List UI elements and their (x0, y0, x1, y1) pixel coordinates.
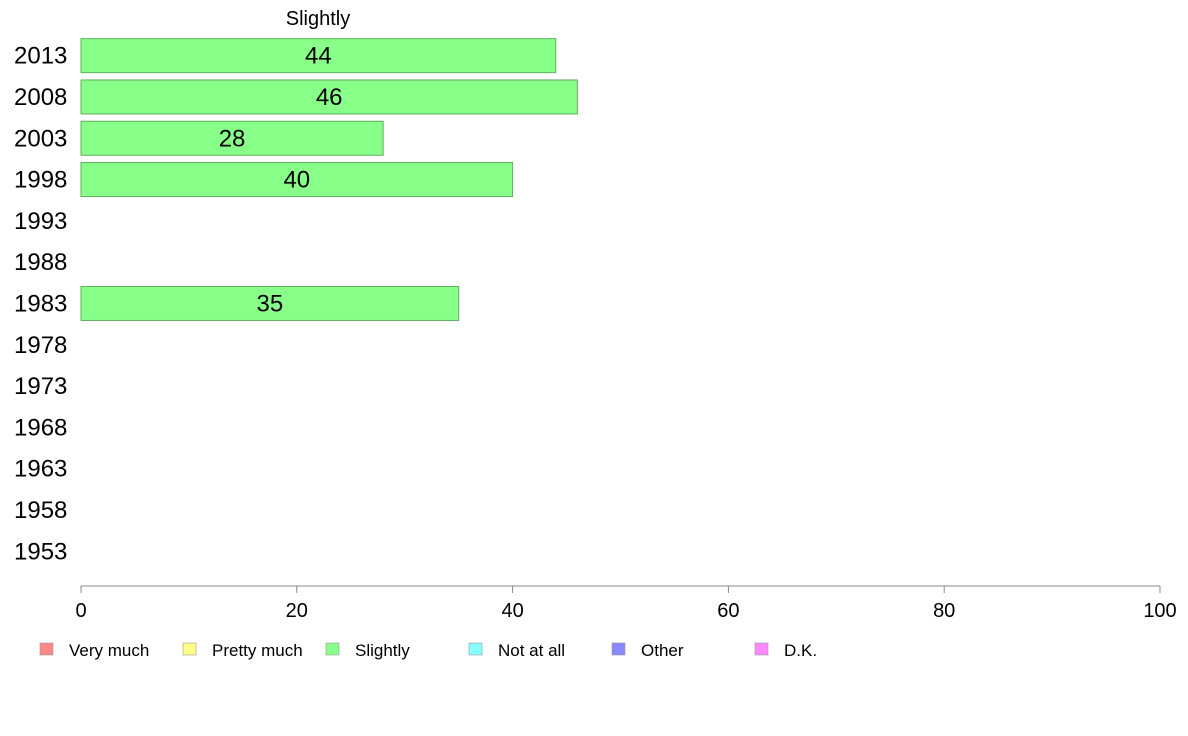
y-tick-label: 2008 (14, 84, 67, 111)
bars-group: 44 46 28 40 35 (80, 38, 578, 321)
legend-swatch (325, 642, 340, 656)
x-tick-label: 80 (933, 600, 955, 622)
legend-label: Slightly (355, 641, 410, 660)
x-tick-label: 20 (286, 600, 308, 622)
legend-label: Other (641, 641, 684, 660)
bar-2008 (80, 79, 578, 115)
y-tick-label: 1983 (14, 290, 67, 317)
year-labels-group: 2013 2008 2003 1998 1993 1988 1983 1978 1973 1968… (14, 43, 67, 566)
y-tick-label: 1958 (14, 497, 67, 524)
legend-swatch (611, 642, 626, 656)
legend-swatch (39, 642, 54, 656)
x-axis: 0 20 40 60 80 100 (75, 585, 1177, 622)
bar-2003 (80, 120, 384, 156)
y-tick-label: 1988 (14, 249, 67, 276)
bar-2013 (80, 38, 557, 74)
y-tick-label: 1973 (14, 373, 67, 400)
bar-1983 (80, 285, 460, 321)
y-tick-label: 1953 (14, 538, 67, 565)
legend: Very much Pretty much Slightly Not at all Ot… (39, 641, 817, 660)
y-tick-label: 2003 (14, 125, 67, 152)
legend-swatch (468, 642, 483, 656)
y-tick-label: 1963 (14, 456, 67, 483)
y-tick-label: 1968 (14, 414, 67, 441)
legend-label: Pretty much (212, 641, 303, 660)
x-tick-label: 0 (75, 600, 86, 622)
bar-value-label: 28 (219, 125, 246, 152)
x-tick-label: 60 (717, 600, 739, 622)
bar-value-label: 46 (316, 84, 343, 111)
bar-value-label: 44 (305, 43, 332, 70)
legend-swatch (754, 642, 769, 656)
y-tick-label: 1978 (14, 332, 67, 359)
legend-label: Not at all (498, 641, 565, 660)
bar-1998 (80, 162, 514, 198)
legend-swatch (182, 642, 197, 656)
y-tick-label: 1993 (14, 208, 67, 235)
y-tick-label: 2013 (14, 43, 67, 70)
y-tick-label: 1998 (14, 167, 67, 194)
x-tick-label: 40 (501, 600, 523, 622)
legend-label: D.K. (784, 641, 817, 660)
bar-value-label: 35 (256, 290, 283, 317)
x-tick-label: 100 (1143, 600, 1176, 622)
bar-value-label: 40 (283, 167, 310, 194)
legend-label: Very much (69, 641, 149, 660)
chart-title: Slightly (286, 8, 350, 30)
